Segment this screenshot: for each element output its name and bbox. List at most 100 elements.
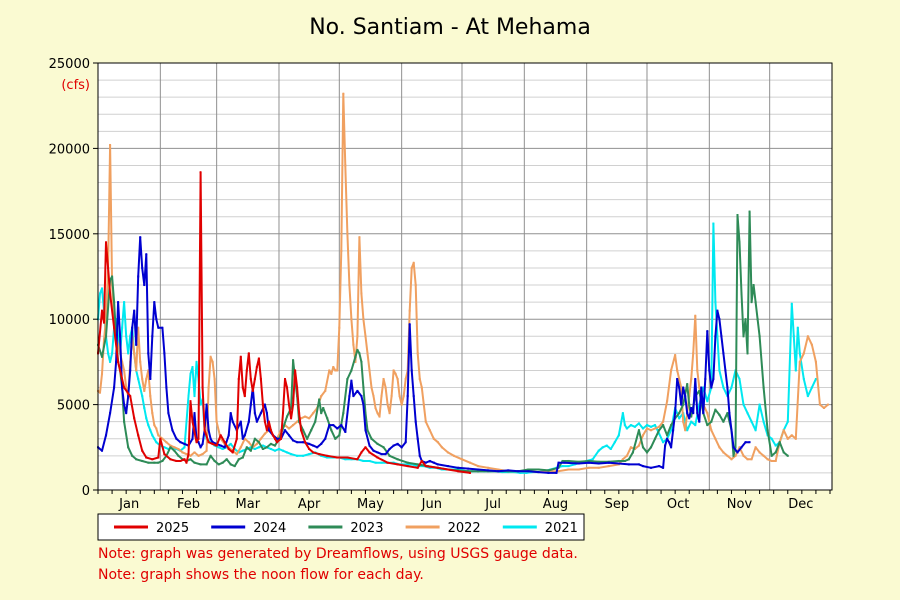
data-point-2022 (344, 164, 347, 167)
data-point-2025 (261, 403, 264, 406)
data-point-2021 (738, 377, 741, 380)
data-point-2024 (147, 352, 150, 355)
data-point-2022 (320, 395, 323, 398)
data-point-2022 (169, 444, 172, 447)
data-point-2021 (320, 454, 323, 457)
data-point-2021 (561, 465, 564, 468)
data-point-2024 (139, 236, 142, 239)
data-point-2023 (314, 420, 317, 423)
data-point-2022 (696, 369, 699, 372)
data-point-2024 (137, 275, 140, 278)
data-point-2022 (710, 429, 713, 432)
data-point-2024 (101, 449, 104, 452)
data-point-2022 (774, 459, 777, 462)
data-point-2024 (115, 360, 118, 363)
data-point-2023 (786, 454, 789, 457)
data-point-2023 (334, 437, 337, 440)
data-point-2023 (209, 454, 212, 457)
data-point-2023 (376, 442, 379, 445)
data-point-2022 (738, 446, 741, 449)
data-point-2022 (211, 360, 214, 363)
data-point-2024 (718, 318, 721, 321)
data-point-2021 (706, 400, 709, 403)
data-point-2022 (288, 427, 291, 430)
data-point-2025 (123, 386, 126, 389)
data-point-2025 (129, 395, 132, 398)
data-point-2022 (742, 454, 745, 457)
data-point-2023 (561, 459, 564, 462)
data-point-2025 (249, 377, 252, 380)
data-point-2025 (300, 429, 303, 432)
legend-label-2025: 2025 (156, 521, 189, 536)
data-point-2021 (282, 449, 285, 452)
data-point-2024 (157, 326, 160, 329)
data-point-2021 (633, 425, 636, 428)
data-point-2022 (372, 395, 375, 398)
data-point-2024 (662, 466, 665, 469)
data-point-2024 (537, 471, 540, 474)
data-point-2022 (360, 292, 363, 295)
data-point-2025 (298, 412, 301, 415)
data-point-2025 (259, 377, 262, 380)
data-point-2021 (714, 301, 717, 304)
data-point-2025 (326, 454, 329, 457)
data-point-2024 (720, 335, 723, 338)
y-tick-label: 5000 (57, 399, 90, 414)
data-point-2022 (388, 412, 391, 415)
data-point-2024 (167, 412, 170, 415)
data-point-2024 (231, 420, 234, 423)
data-point-2022 (577, 468, 580, 471)
data-point-2021 (257, 446, 260, 449)
data-point-2021 (658, 432, 661, 435)
data-point-2023 (670, 424, 673, 427)
data-point-2024 (607, 461, 610, 464)
data-point-2025 (318, 453, 321, 456)
data-point-2021 (286, 451, 289, 454)
data-point-2021 (199, 403, 202, 406)
data-point-2022 (324, 389, 327, 392)
data-point-2022 (557, 470, 560, 473)
data-point-2021 (613, 441, 616, 444)
data-point-2023 (547, 469, 550, 472)
legend-label-2022: 2022 (448, 521, 481, 536)
data-point-2022 (436, 441, 439, 444)
data-point-2023 (111, 275, 114, 278)
data-point-2022 (758, 451, 761, 454)
data-point-2025 (406, 465, 409, 468)
data-point-2024 (704, 377, 707, 380)
data-point-2021 (750, 420, 753, 423)
data-point-2024 (227, 434, 230, 437)
data-point-2022 (690, 377, 693, 380)
month-label-oct: Oct (667, 497, 689, 512)
data-point-2025 (396, 463, 399, 466)
legend-label-2024: 2024 (253, 521, 286, 536)
data-point-2024 (320, 442, 323, 445)
data-point-2024 (288, 434, 291, 437)
data-point-2024 (728, 412, 731, 415)
data-point-2023 (161, 459, 164, 462)
data-point-2022 (826, 403, 829, 406)
data-point-2024 (153, 301, 156, 304)
data-point-2021 (702, 386, 705, 389)
data-point-2025 (290, 417, 293, 420)
data-point-2024 (165, 386, 168, 389)
data-point-2024 (410, 369, 413, 372)
data-point-2021 (193, 395, 196, 398)
data-point-2022 (734, 454, 737, 457)
data-point-2022 (137, 326, 140, 329)
data-point-2022 (358, 236, 361, 239)
data-point-2021 (368, 459, 371, 462)
data-point-2024 (249, 403, 252, 406)
data-point-2024 (408, 323, 411, 326)
data-point-2024 (161, 326, 164, 329)
data-point-2021 (107, 352, 110, 355)
data-point-2021 (742, 403, 745, 406)
data-point-2021 (374, 461, 377, 464)
data-point-2023 (567, 459, 570, 462)
data-point-2022 (380, 395, 383, 398)
data-point-2025 (253, 377, 256, 380)
data-point-2024 (557, 461, 560, 464)
data-point-2024 (123, 403, 126, 406)
data-point-2023 (147, 461, 150, 464)
data-point-2021 (392, 461, 395, 464)
